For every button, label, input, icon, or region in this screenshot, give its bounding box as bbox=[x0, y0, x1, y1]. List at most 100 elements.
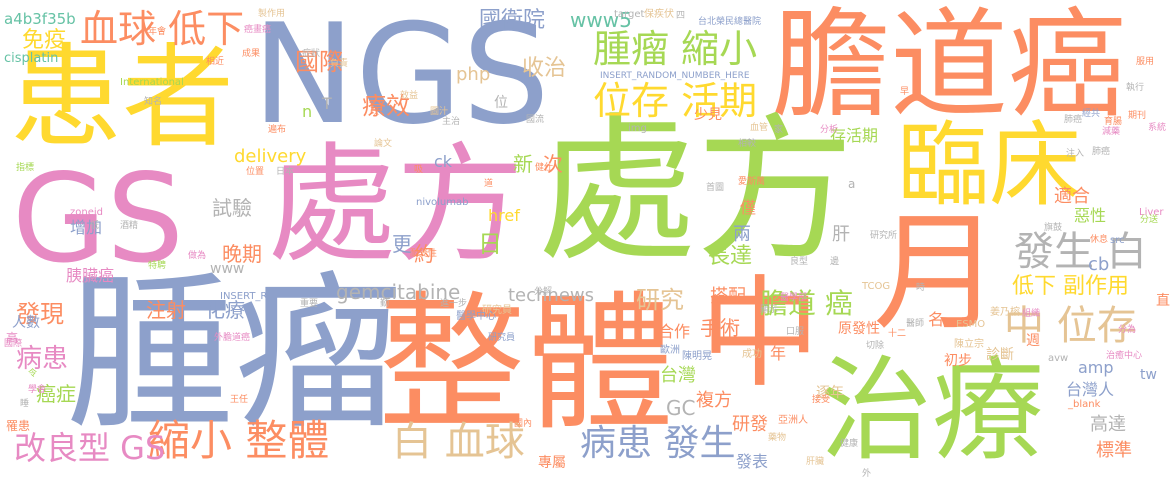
cloud-word: 人數 bbox=[12, 315, 40, 331]
cloud-word: 處方 bbox=[268, 131, 525, 280]
cloud-word: 試驗 bbox=[212, 196, 252, 220]
cloud-word: 家 bbox=[774, 125, 784, 135]
cloud-word: src bbox=[1110, 235, 1125, 246]
cloud-word: 勤 bbox=[380, 299, 390, 309]
cloud-word: 指標 bbox=[16, 163, 35, 173]
cloud-word: 外膽道癌 bbox=[214, 333, 251, 343]
cloud-word: 注射 bbox=[146, 298, 186, 322]
cloud-word: 增加 bbox=[70, 218, 103, 237]
cloud-word: 藥物 bbox=[768, 433, 787, 443]
cloud-word: 吸 bbox=[414, 165, 424, 175]
cloud-word: 愛斯萬 bbox=[738, 177, 766, 187]
cloud-word: 發現 bbox=[16, 300, 64, 328]
cloud-word: 成果 bbox=[242, 49, 261, 59]
cloud-word: 標準 bbox=[1096, 440, 1132, 461]
cloud-word: 研究員 bbox=[488, 333, 516, 343]
cloud-word: 年 bbox=[770, 344, 787, 363]
cloud-word: 長達 bbox=[708, 244, 753, 269]
cloud-word: 執行 bbox=[1126, 83, 1145, 93]
cloud-word: 肝 bbox=[832, 224, 850, 245]
cloud-word: 治癒中心 bbox=[1106, 351, 1143, 361]
cloud-word: 分送 bbox=[1140, 215, 1159, 225]
cloud-word: 名 bbox=[928, 310, 945, 329]
cloud-word: 外 bbox=[862, 469, 872, 479]
cloud-word: 分解 bbox=[534, 287, 553, 297]
cloud-word: 分為 bbox=[1118, 325, 1137, 335]
cloud-word: 接受 bbox=[812, 395, 831, 405]
cloud-word: 合作 bbox=[658, 322, 691, 341]
cloud-word: 圖汁 bbox=[430, 107, 449, 117]
cloud-word: 診斷 bbox=[986, 347, 1014, 363]
cloud-word: 改良型 GS bbox=[14, 429, 166, 467]
cloud-word: 學會 bbox=[28, 385, 47, 395]
cloud-word: 高達 bbox=[1090, 414, 1126, 435]
cloud-word: 搭配 bbox=[710, 286, 746, 307]
cloud-word: 惡性 bbox=[1074, 206, 1107, 225]
cloud-word: 國流 bbox=[526, 115, 545, 125]
cloud-word: 中 bbox=[700, 265, 820, 404]
cloud-word: 複方 bbox=[696, 390, 732, 411]
cloud-word: 休息 bbox=[1090, 235, 1109, 245]
cloud-word: 初步 bbox=[944, 353, 972, 369]
cloud-word: 良型 bbox=[790, 257, 809, 267]
cloud-word: php bbox=[456, 64, 491, 85]
cloud-word: 負責 bbox=[330, 59, 349, 69]
cloud-word: 少見 bbox=[694, 107, 722, 123]
cloud-word: 血管 bbox=[750, 123, 769, 133]
cloud-word: 國衛院 bbox=[479, 8, 546, 33]
cloud-word: 癌症 bbox=[36, 382, 76, 406]
cloud-word: 位 bbox=[494, 95, 508, 111]
cloud-word: 首圖 bbox=[706, 183, 725, 193]
cloud-word: technews bbox=[508, 285, 595, 306]
cloud-word: 育腸 bbox=[1104, 117, 1123, 127]
cloud-word: 健康 bbox=[840, 439, 859, 449]
cloud-word: target bbox=[614, 9, 645, 20]
cloud-word: 重要 bbox=[300, 299, 319, 309]
cloud-word: 主治 bbox=[442, 117, 461, 127]
cloud-word: 效益 bbox=[400, 91, 419, 101]
cloud-word: 膽道 癌 bbox=[760, 287, 853, 320]
cloud-word: 遍布 bbox=[268, 125, 287, 135]
cloud-word: 直 bbox=[1156, 293, 1170, 309]
cloud-word: 低下 副作用 bbox=[1012, 274, 1129, 299]
cloud-word: 歐洲 bbox=[660, 345, 680, 356]
cloud-word: 罹患 bbox=[6, 419, 31, 433]
cloud-word: 健仕 bbox=[535, 163, 554, 173]
cloud-word: 台灣人 bbox=[1066, 380, 1115, 399]
cloud-word: International bbox=[120, 77, 184, 88]
cloud-word: 週 bbox=[1026, 333, 1040, 349]
cloud-word: cb bbox=[1088, 254, 1110, 275]
cloud-word: 原發性 bbox=[838, 321, 880, 337]
cloud-word: nivolumab bbox=[416, 197, 469, 208]
cloud-word: zoneid bbox=[70, 207, 103, 218]
cloud-word: 分析 bbox=[820, 125, 839, 135]
cloud-word: 研究員 bbox=[482, 305, 512, 316]
cloud-word: delivery bbox=[234, 146, 307, 167]
cloud-word: tw bbox=[1140, 367, 1157, 383]
cloud-word: 邊 bbox=[830, 257, 840, 267]
cloud-word: a bbox=[848, 177, 856, 191]
cloud-word: 製作用 bbox=[258, 9, 286, 19]
cloud-word: Liver bbox=[1139, 207, 1164, 218]
cloud-word: 肝臟 bbox=[806, 457, 825, 467]
cloud-word: 口服 bbox=[786, 327, 805, 337]
cloud-word: 患者 bbox=[10, 33, 234, 163]
cloud-word: 相較 bbox=[738, 139, 757, 149]
cloud-word: 論文 bbox=[374, 139, 393, 149]
cloud-word: 服用 bbox=[1136, 57, 1155, 67]
cloud-word: INSERT_R bbox=[220, 291, 268, 302]
cloud-word: 位置 bbox=[246, 167, 265, 177]
cloud-word: 療效 bbox=[362, 92, 410, 120]
cloud-word: 研究 bbox=[636, 286, 684, 314]
cloud-word: ck bbox=[434, 152, 453, 171]
cloud-word: GS bbox=[12, 148, 184, 290]
cloud-word: 癌畫癌 bbox=[244, 25, 272, 35]
cloud-word: 減藥 bbox=[1102, 127, 1121, 137]
cloud-word: 位存 活期 bbox=[593, 79, 758, 123]
cloud-word: 國內 bbox=[514, 419, 533, 429]
cloud-word: 早 bbox=[900, 87, 910, 97]
cloud-word: 專屬 bbox=[538, 455, 566, 471]
cloud-word: 組織 bbox=[1022, 309, 1041, 319]
cloud-word: 研究所 bbox=[870, 231, 898, 241]
